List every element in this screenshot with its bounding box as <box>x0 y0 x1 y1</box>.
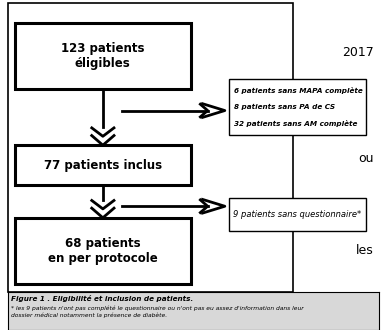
Bar <box>8 292 379 330</box>
Text: * les 9 patients n'ont pas complété le questionnaire ou n'ont pas eu assez d'inf: * les 9 patients n'ont pas complété le q… <box>11 306 304 318</box>
Bar <box>229 198 366 231</box>
Text: ou: ou <box>358 152 373 165</box>
Bar <box>15 145 191 185</box>
Text: Figure 1 . Eligibilité et inclusion de patients.: Figure 1 . Eligibilité et inclusion de p… <box>11 295 194 302</box>
Text: 9 patients sans questionnaire*: 9 patients sans questionnaire* <box>233 210 361 219</box>
Bar <box>229 79 366 135</box>
Text: 2017: 2017 <box>342 46 373 59</box>
Bar <box>15 23 191 89</box>
Text: 77 patients inclus: 77 patients inclus <box>44 158 162 172</box>
Bar <box>8 3 293 292</box>
Bar <box>15 218 191 284</box>
Text: 8 patients sans PA de CS: 8 patients sans PA de CS <box>234 104 335 110</box>
Text: les: les <box>355 244 373 257</box>
Text: 6 patients sans MAPA complète: 6 patients sans MAPA complète <box>234 87 363 94</box>
Text: 68 patients
en per protocole: 68 patients en per protocole <box>48 237 158 265</box>
Text: 123 patients
éligibles: 123 patients éligibles <box>61 42 145 70</box>
Text: 32 patients sans AM complète: 32 patients sans AM complète <box>234 120 358 127</box>
